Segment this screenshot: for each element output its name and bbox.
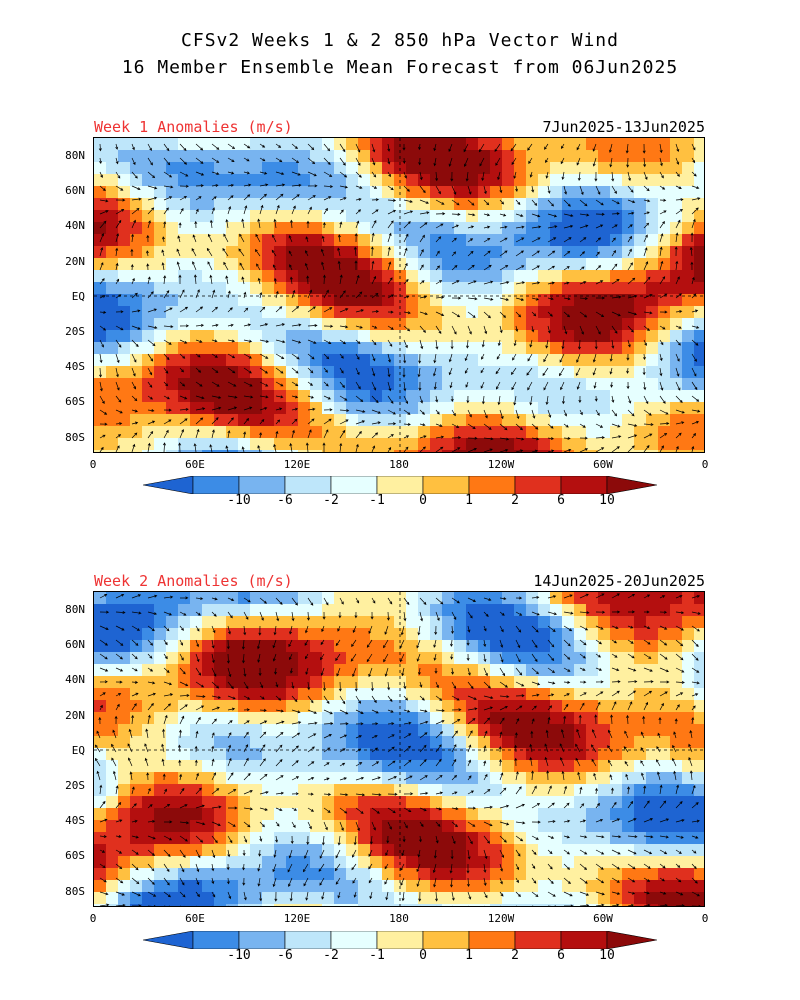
lat-label: 40S — [65, 814, 85, 828]
colorbar-label: -2 — [323, 948, 339, 963]
panel1-map — [93, 137, 705, 453]
colorbar-segment — [284, 931, 332, 949]
colorbar-segment — [330, 476, 378, 494]
colorbar-label: -6 — [277, 493, 293, 508]
colorbar-label: -10 — [227, 948, 251, 963]
lon-label: 60W — [593, 912, 613, 925]
lat-label: 20S — [65, 325, 85, 338]
lon-label: 0 — [89, 458, 97, 471]
colorbar-segment — [560, 931, 608, 949]
colorbar-low-arrow — [143, 931, 194, 949]
reference-lines — [94, 138, 704, 452]
lat-label: 40N — [65, 673, 85, 687]
lon-label: 120W — [487, 912, 515, 925]
lat-label: 20S — [65, 779, 85, 792]
lat-label: 80S — [65, 884, 85, 898]
colorbar-label: 1 — [465, 948, 473, 963]
colorbar-segment — [514, 931, 562, 949]
colorbar-segment — [468, 476, 516, 494]
colorbar-segment — [560, 476, 608, 494]
lon-label: 60E — [185, 912, 205, 925]
panel1-title: Week 1 Anomalies (m/s) — [94, 118, 293, 136]
lon-label: 60E — [185, 458, 205, 471]
panel1-dates: 7Jun2025-13Jun2025 — [542, 118, 705, 136]
colorbar-low-arrow — [143, 476, 194, 494]
chart-title-line2: 16 Member Ensemble Mean Forecast from 06… — [121, 57, 679, 78]
lon-label: 180 — [389, 458, 409, 471]
colorbar-segment — [238, 476, 286, 494]
panel2-title: Week 2 Anomalies (m/s) — [94, 572, 293, 590]
lon-label: 0 — [89, 912, 97, 925]
lat-label: 40N — [65, 219, 85, 233]
lat-label: 20N — [65, 254, 85, 268]
wind-vectors — [98, 143, 701, 452]
colorbar-segment — [376, 476, 424, 494]
colorbar-segment — [192, 931, 240, 949]
colorbar-label: -2 — [323, 493, 339, 508]
lat-label: EQ — [71, 289, 85, 303]
colorbar-label: 2 — [511, 948, 519, 963]
panel2-colorbar — [143, 931, 657, 949]
colorbar-label: -6 — [277, 948, 293, 963]
colorbar-label: 10 — [599, 948, 615, 963]
colorbar-segment — [376, 931, 424, 949]
lat-label: 40S — [65, 360, 85, 374]
colorbar-segment — [238, 931, 286, 949]
colorbar-segment — [192, 476, 240, 494]
lon-label: 120W — [487, 458, 515, 471]
panel1-colorbar — [143, 476, 657, 494]
lat-label: 80S — [65, 430, 85, 444]
panel2-map — [93, 591, 705, 907]
colorbar-label: 0 — [419, 948, 427, 963]
colorbar-label: -1 — [369, 948, 385, 963]
lat-label: 60S — [65, 849, 85, 863]
chart-title-line1: CFSv2 Weeks 1 & 2 850 hPa Vector Wind — [181, 30, 619, 51]
colorbar-high-arrow — [606, 931, 657, 949]
anomaly-shading — [94, 138, 704, 452]
lon-label: 0 — [701, 912, 709, 925]
wind-vectors — [94, 593, 701, 906]
colorbar-high-arrow — [606, 476, 657, 494]
lat-label: 80N — [65, 603, 85, 616]
colorbar-segment — [422, 476, 470, 494]
lat-label: 80N — [65, 149, 85, 162]
reference-lines — [94, 592, 704, 906]
panel2-anomaly-field — [94, 592, 704, 906]
lon-label: 60W — [593, 458, 613, 471]
colorbar-label: 10 — [599, 493, 615, 508]
panel1-anomaly-field — [94, 138, 704, 452]
lon-label: 120E — [283, 912, 311, 925]
lat-label: 20N — [65, 708, 85, 722]
colorbar-label: 6 — [557, 493, 565, 508]
lat-label: EQ — [71, 743, 85, 757]
colorbar-label: -1 — [369, 493, 385, 508]
colorbar-segment — [514, 476, 562, 494]
lat-label: 60N — [65, 184, 85, 198]
lat-label: 60S — [65, 395, 85, 409]
anomaly-shading — [94, 592, 704, 906]
colorbar-label: -10 — [227, 493, 251, 508]
colorbar-label: 1 — [465, 493, 473, 508]
panel2-dates: 14Jun2025-20Jun2025 — [533, 572, 705, 590]
colorbar-label: 2 — [511, 493, 519, 508]
colorbar-segment — [284, 476, 332, 494]
colorbar-segment — [330, 931, 378, 949]
colorbar-label: 6 — [557, 948, 565, 963]
lon-label: 120E — [283, 458, 311, 471]
lon-label: 180 — [389, 912, 409, 925]
colorbar-segment — [468, 931, 516, 949]
lat-label: 60N — [65, 638, 85, 652]
colorbar-label: 0 — [419, 493, 427, 508]
lon-label: 0 — [701, 458, 709, 471]
colorbar-segment — [422, 931, 470, 949]
